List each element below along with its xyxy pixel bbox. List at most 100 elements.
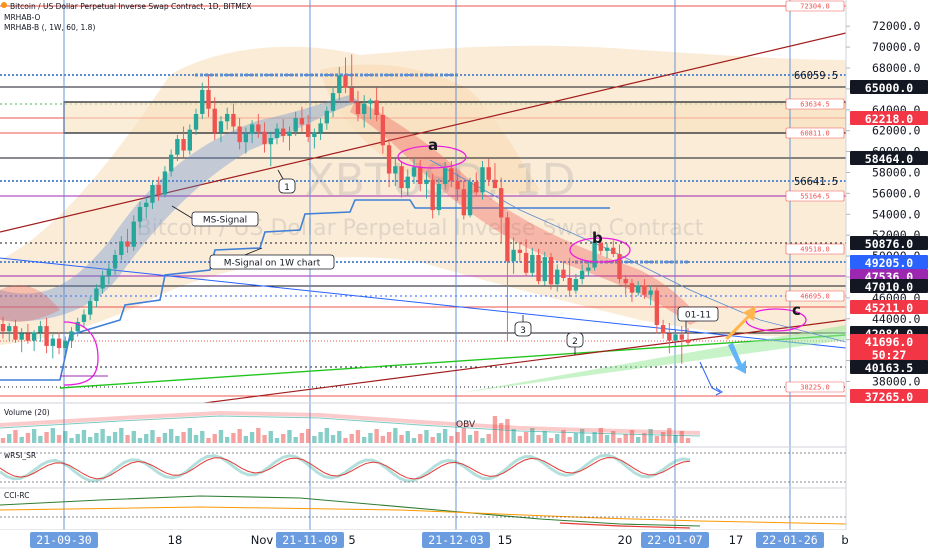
volume-bar [187,428,192,443]
price-tag-label: 63634.5 [800,101,830,109]
volume-bar [673,435,678,443]
volume-bar [449,436,454,443]
volume-bar [523,432,529,443]
price-tag-label: 50876.0 [865,237,914,251]
cci-label: CCI-RC [4,491,29,500]
price-tag-bg [850,236,928,250]
down-path-arrowhead [715,387,723,396]
volume-bar [88,437,93,443]
candle-body [405,176,410,189]
time-axis-label: Nov [251,533,274,547]
down-projection-arrow [728,343,746,374]
candle-body [305,124,311,137]
candle-body [69,331,74,341]
symbol-title[interactable]: Bitcoin / US Dollar Perpetual Inverse Sw… [10,2,252,11]
volume-bar [548,438,554,443]
wave-b-circle [569,237,631,263]
volume-bar [480,438,485,443]
candle-body [349,87,354,103]
candle-body [486,167,491,180]
callout-label: M-Signal on 1W chart [224,259,321,269]
indicator-mrhab-o[interactable]: MRHAB-O [4,13,41,22]
candle-body [218,121,224,133]
volume-bar [137,438,143,443]
volume-bar [181,432,186,443]
volume-bar [7,434,12,443]
price-tag-bg [850,279,928,293]
volume-bar [436,433,442,443]
price-tag-label: 49205.0 [865,256,914,270]
time-axis-highlight [756,532,824,548]
volume-bar [193,435,199,443]
volume-bar [131,431,136,443]
volume-bar [256,428,261,443]
volume-bar [25,433,31,443]
volume-bar [586,436,591,443]
time-axis-highlight [30,532,98,548]
volume-bar [231,433,236,443]
volume-bar [442,429,448,443]
candle-body [685,339,691,343]
candle-body [561,269,566,279]
candle-body [480,167,485,193]
y-tick-label: 70000.0 [872,40,921,54]
price-tag-bg [785,243,845,255]
price-tag-label: 47010.0 [865,280,914,294]
candle-body [162,171,168,195]
candle-body [474,181,479,193]
cci-signal-line [0,506,846,525]
cci-line [0,495,701,527]
volume-bar [287,430,292,443]
volume-bar [430,437,435,443]
candle-body [555,269,560,285]
volume-bar [399,435,404,443]
candle-body [536,255,541,282]
volume-bar [567,437,572,443]
volume-bar [237,429,242,443]
volume-bar [380,436,386,443]
price-tag-label: 46695.0 [800,293,830,301]
candle-body [281,128,286,136]
price-tag-label: 38225.0 [800,384,830,392]
candle-body [231,113,236,127]
time-axis-label: 5 [348,533,355,547]
wave-label-a: a [428,136,438,154]
candle-body [611,247,616,254]
candle-body [200,89,205,114]
price-tag-label: 58464.0 [865,152,914,166]
volume-bar [455,432,460,443]
volume-bar [305,429,311,443]
volume-bar [13,430,18,443]
price-tag-bg [785,98,845,110]
y-tick-label: 68000.0 [872,61,921,75]
volume-bar [386,432,392,443]
volume-bar [56,435,62,443]
price-tag-bg [850,360,928,374]
indicator-mrhab-b[interactable]: MRHAB-B (, 1W, 60, 1.8) [4,23,95,32]
candle-body [243,133,249,143]
candle-body [542,257,547,282]
volume-bar [486,434,491,443]
time-axis-label: 17 [729,533,744,547]
candle-body [7,326,12,332]
candle-body [13,326,18,340]
wave-label-b: b [592,229,603,247]
candle-body [156,185,161,195]
candle-body [436,183,442,211]
callout-box [677,306,719,322]
time-axis[interactable]: 21-09-30 18 Nov 21-11-09 5 21-12-03 15 20 22-01-… [0,530,932,550]
volume-bar [318,432,323,443]
volume-bar [411,438,417,443]
volume-bar [461,428,466,443]
resistance-zone[interactable] [63,101,847,134]
volume-bar [623,434,628,443]
falling-blue-trendline [0,257,846,349]
point-balloon-label: 1 [284,183,290,193]
candle-body [455,180,460,190]
candle-body [274,128,280,138]
volume-bar [555,434,560,443]
candle-body [418,167,423,184]
candle-body [256,124,261,132]
